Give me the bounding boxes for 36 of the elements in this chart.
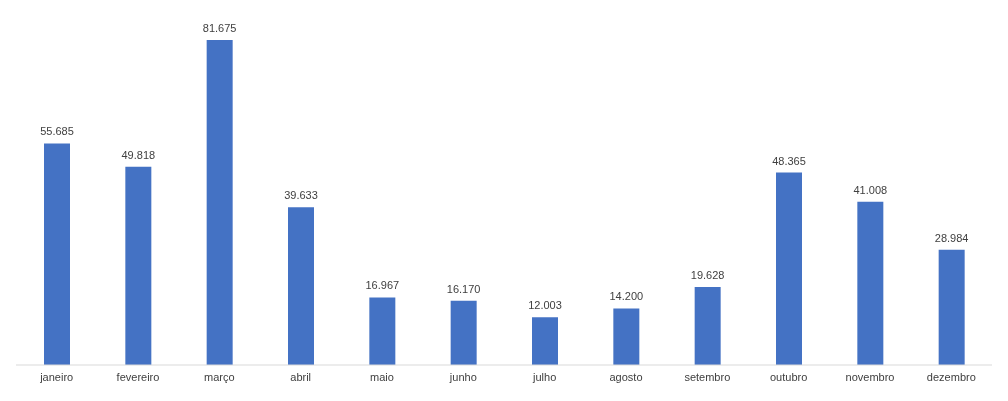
data-label: 41.008	[853, 183, 888, 196]
x-tick-label: setembro	[684, 370, 731, 383]
bar	[694, 286, 721, 365]
data-label: 19.628	[690, 268, 725, 281]
x-tick-label: dezembro	[926, 370, 976, 383]
bar	[369, 297, 396, 365]
data-label: 16.170	[446, 282, 481, 295]
x-tick-label: novembro	[845, 370, 895, 383]
x-tick-label: junho	[448, 370, 477, 383]
x-tick-label: agosto	[609, 370, 643, 383]
bar	[206, 40, 233, 365]
bar	[776, 172, 802, 365]
data-label: 48.365	[772, 154, 806, 167]
data-label: 81.675	[202, 22, 237, 34]
bar	[450, 300, 477, 365]
data-label: 28.984	[934, 231, 969, 244]
bar	[857, 201, 884, 365]
x-tick-label: fevereiro	[116, 370, 160, 383]
bar	[288, 207, 314, 365]
x-tick-label: abril	[290, 370, 312, 383]
bar	[613, 308, 640, 365]
data-label: 49.818	[121, 148, 156, 161]
x-tick-label: maio	[370, 370, 394, 383]
x-tick-label: janeiro	[39, 370, 74, 383]
data-label: 55.685	[40, 125, 74, 138]
x-tick-label: outubro	[770, 370, 808, 383]
data-label: 14.200	[609, 290, 644, 303]
bar	[532, 317, 558, 365]
data-label: 12.003	[528, 299, 562, 312]
data-label: 16.967	[365, 279, 400, 292]
bar	[44, 143, 70, 365]
data-label: 39.633	[284, 189, 318, 202]
x-tick-label: julho	[532, 370, 557, 383]
bar	[938, 249, 965, 365]
bar	[125, 166, 152, 365]
x-tick-label: março	[204, 370, 235, 383]
